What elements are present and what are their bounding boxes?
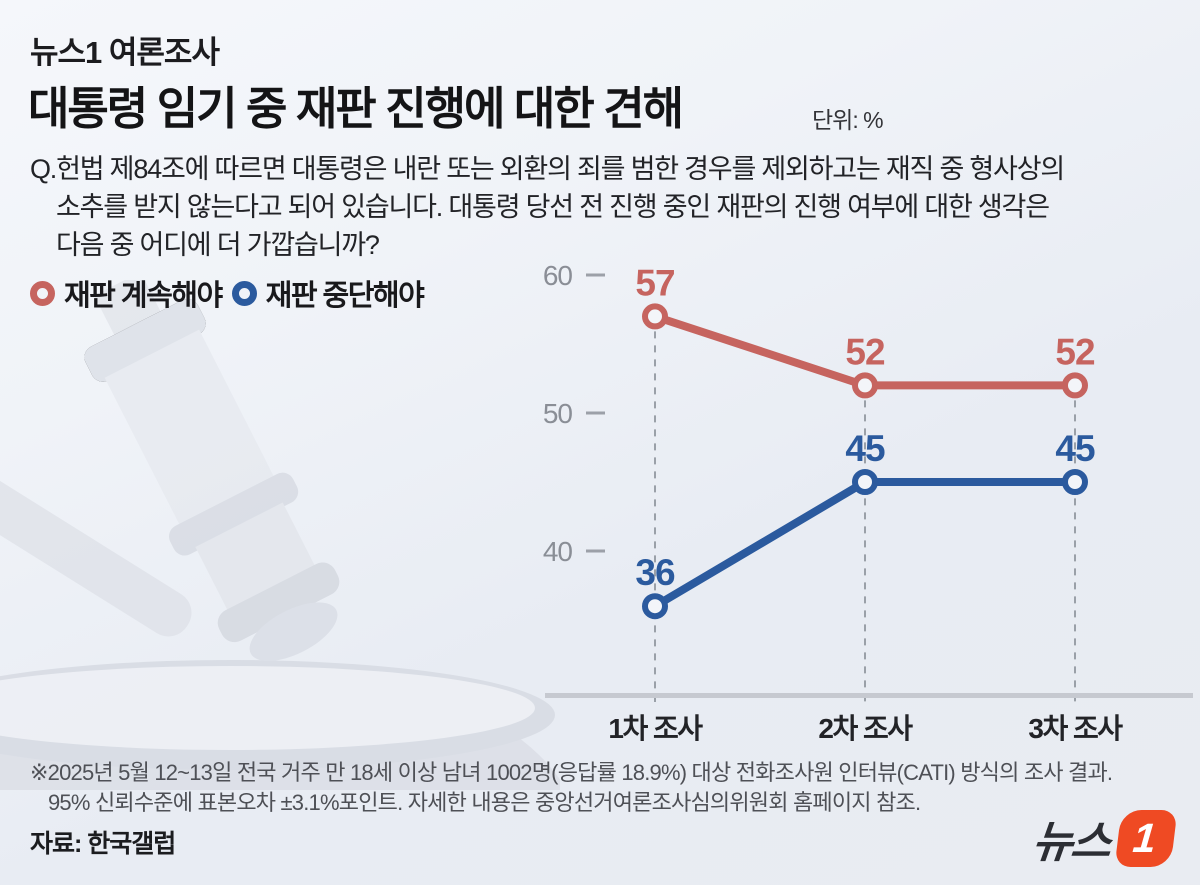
news1-wordmark: 뉴스 — [1029, 818, 1113, 867]
footnote-line: ※2025년 5월 12~13일 전국 거주 만 18세 이상 남녀 1002명… — [30, 760, 1113, 785]
data-point-value: 45 — [845, 428, 885, 469]
data-point-value: 45 — [1055, 428, 1095, 469]
gavel-watermark-image — [0, 280, 560, 790]
data-point-value: 52 — [845, 331, 885, 372]
legend-label: 재판 계속해야 — [64, 280, 223, 312]
blue-circle-marker-icon — [231, 280, 257, 306]
x-axis-line — [545, 693, 1193, 698]
chart-legend: 재판 계속해야 재판 중단해야 — [30, 272, 433, 314]
data-point-value: 52 — [1055, 331, 1095, 372]
data-point-value: 36 — [635, 552, 675, 593]
question-line: 다음 중 어디에 더 가깝습니까? — [56, 230, 380, 260]
legend-item-suspend: 재판 중단해야 — [231, 272, 425, 314]
legend-label: 재판 중단해야 — [265, 280, 425, 312]
line-chart: 60 50 40 57 52 52 36 45 45 1차 조사 2차 조사 3차 조사 — [543, 260, 1193, 744]
y-tick-label: 60 — [543, 260, 573, 291]
data-point-marker — [642, 593, 668, 620]
x-category-label: 2차 조사 — [818, 713, 913, 744]
y-tick-label: 40 — [543, 536, 573, 567]
question-line: Q.헌법 제84조에 따르면 대통령은 내란 또는 외환의 죄를 범한 경우를 … — [30, 154, 1065, 184]
methodology-footnote: ※2025년 5월 12~13일 전국 거주 만 18세 이상 남녀 1002명… — [30, 758, 1113, 818]
kicker: 뉴스1 여론조사 — [30, 35, 220, 70]
news1-logo: 뉴스 1 — [1029, 806, 1178, 870]
data-source: 자료: 한국갤럽 — [30, 830, 176, 858]
data-point-marker — [1062, 372, 1088, 399]
x-category-label: 1차 조사 — [608, 713, 703, 744]
data-point-marker — [642, 303, 668, 330]
data-point-marker — [852, 372, 878, 399]
survey-question: Q.헌법 제84조에 따르면 대통령은 내란 또는 외환의 죄를 범한 경우를 … — [30, 150, 1065, 264]
data-point-marker — [852, 469, 878, 495]
data-point-marker — [1062, 469, 1088, 495]
page-title: 대통령 임기 중 재판 진행에 대한 견해 — [28, 83, 684, 134]
red-circle-marker-icon — [30, 280, 55, 306]
news1-badge-icon: 1 — [1114, 809, 1178, 867]
question-line: 소추를 받지 않는다고 되어 있습니다. 대통령 당선 전 진행 중인 재판의 … — [56, 192, 1050, 222]
unit-label: 단위: % — [812, 107, 884, 133]
x-category-label: 3차 조사 — [1028, 713, 1123, 744]
data-point-value: 57 — [635, 262, 674, 303]
y-tick-label: 50 — [543, 398, 573, 429]
legend-item-continue: 재판 계속해야 — [30, 272, 223, 314]
footnote-line: 95% 신뢰수준에 표본오차 ±3.1%포인트. 자세한 내용은 중앙선거여론조… — [48, 790, 921, 815]
